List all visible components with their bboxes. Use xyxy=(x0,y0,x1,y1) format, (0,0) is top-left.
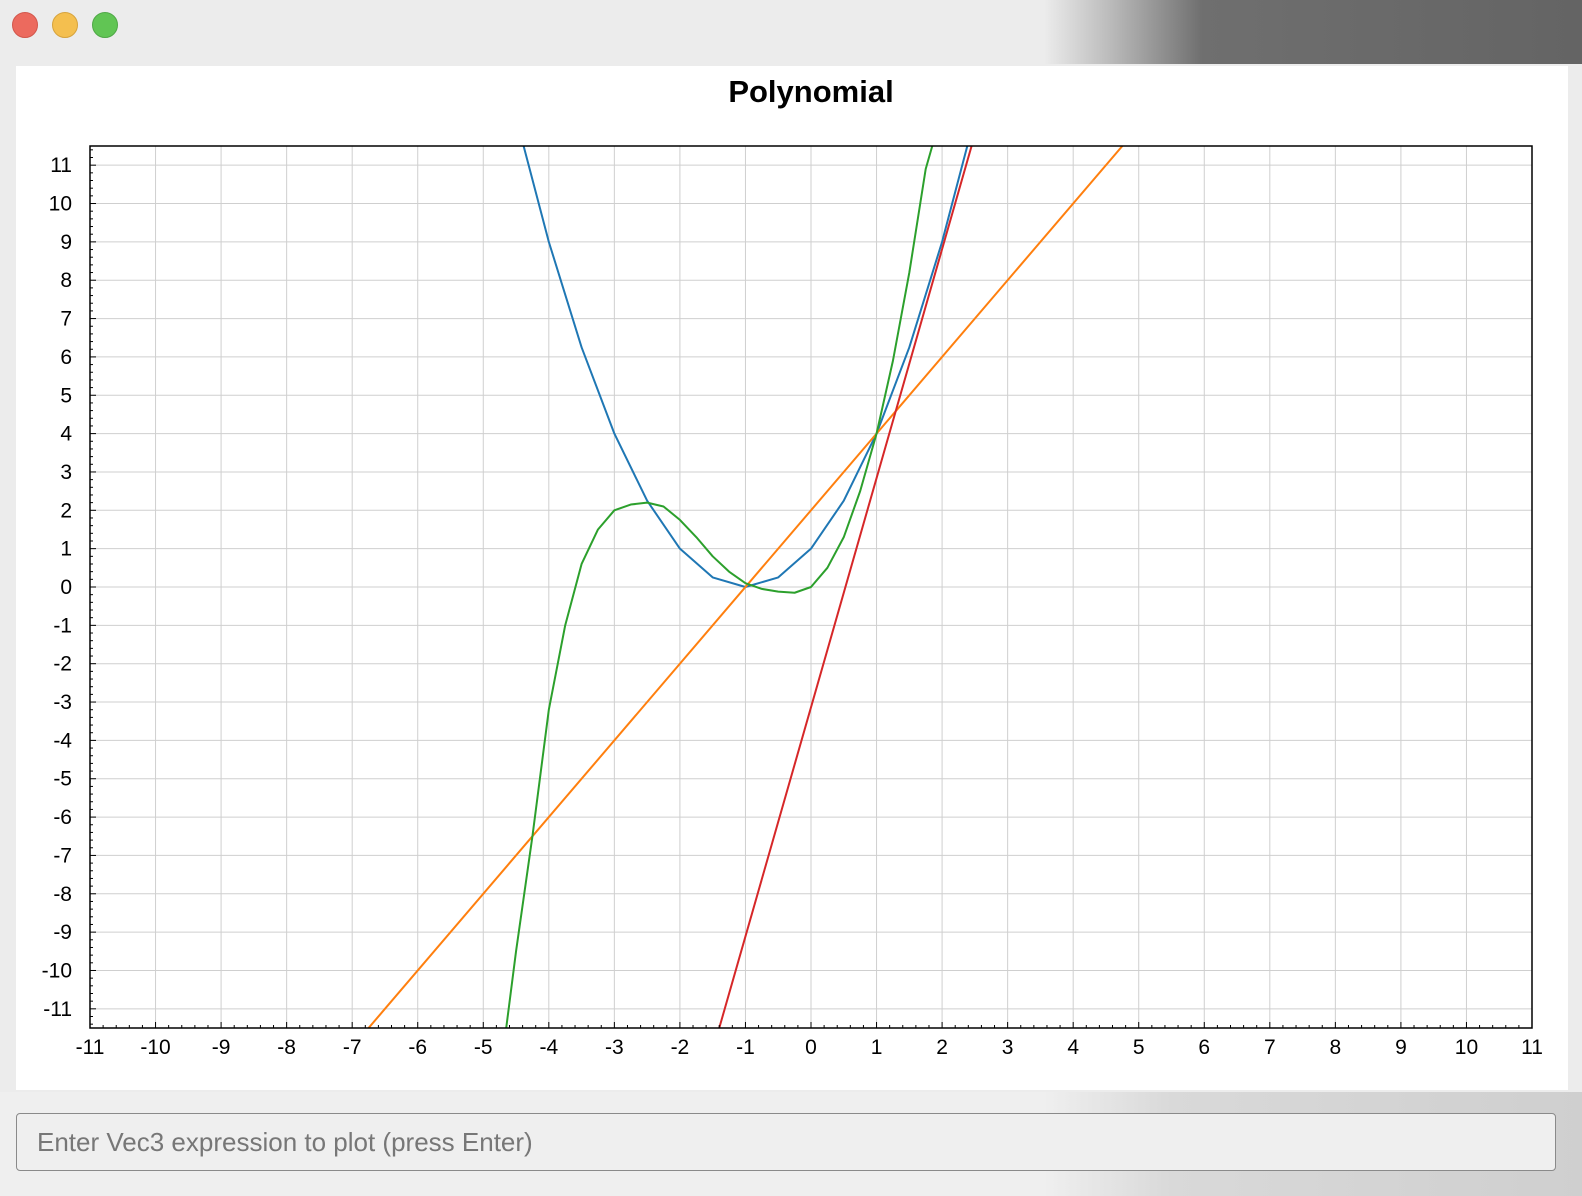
plot-panel: Polynomial -11 -10 -9 -8 -7 -6 -5 -4 -3 -2 -1 0 1 2 3 4… xyxy=(16,66,1568,1090)
y-tick-label: 8 xyxy=(60,269,72,292)
y-tick-label: 0 xyxy=(60,576,72,599)
minimize-window-button[interactable] xyxy=(52,12,78,38)
y-tick-label: 1 xyxy=(60,538,72,561)
y-tick-label: 2 xyxy=(60,499,72,522)
y-tick-label: 3 xyxy=(60,461,72,484)
y-tick-label: 11 xyxy=(50,154,72,177)
x-tick-label: 1 xyxy=(871,1036,883,1059)
zoom-window-button[interactable] xyxy=(92,12,118,38)
y-tick-label: -11 xyxy=(43,998,72,1021)
series-line-3 xyxy=(505,146,934,1028)
x-tick-label: 7 xyxy=(1264,1036,1276,1059)
plot-series xyxy=(367,146,1124,1028)
polynomial-chart[interactable]: Polynomial -11 -10 -9 -8 -7 -6 -5 -4 -3 -2 -1 0 1 2 3 4… xyxy=(16,66,1568,1090)
x-tick-label: -8 xyxy=(277,1036,296,1059)
x-tick-label: -7 xyxy=(343,1036,362,1059)
x-tick-label: -3 xyxy=(605,1036,624,1059)
x-tick-label: 3 xyxy=(1002,1036,1014,1059)
y-tick-label: -8 xyxy=(53,883,72,906)
y-tick-label: -7 xyxy=(53,844,72,867)
series-line-4 xyxy=(718,146,973,1028)
x-tick-label: 8 xyxy=(1330,1036,1342,1059)
x-tick-label: 5 xyxy=(1133,1036,1145,1059)
y-tick-label: -5 xyxy=(53,768,72,791)
x-tick-label: 4 xyxy=(1067,1036,1079,1059)
x-tick-label: -9 xyxy=(212,1036,231,1059)
y-tick-label: -2 xyxy=(53,653,72,676)
series-line-2 xyxy=(367,146,1124,1028)
x-tick-label: -5 xyxy=(474,1036,493,1059)
x-tick-label: -10 xyxy=(140,1036,170,1059)
axes: -11 -10 -9 -8 -7 -6 -5 -4 -3 -2 -1 0 1 2 3 4 5 6 7 8 9 10 1111… xyxy=(42,145,1543,1059)
expression-input[interactable] xyxy=(16,1113,1556,1171)
x-tick-label: 6 xyxy=(1198,1036,1210,1059)
close-window-button[interactable] xyxy=(12,12,38,38)
y-tick-label: -10 xyxy=(42,959,72,982)
x-tick-label: -6 xyxy=(408,1036,427,1059)
y-tick-label: 5 xyxy=(60,384,72,407)
chart-title: Polynomial xyxy=(728,74,893,109)
x-tick-label: 11 xyxy=(1521,1036,1543,1059)
y-tick-label: -1 xyxy=(53,614,72,637)
x-tick-label: -11 xyxy=(76,1036,105,1059)
x-tick-label: -2 xyxy=(671,1036,690,1059)
y-tick-label: -6 xyxy=(53,806,72,829)
x-tick-label: 10 xyxy=(1455,1036,1478,1059)
x-tick-label: -4 xyxy=(539,1036,558,1059)
y-tick-label: 9 xyxy=(60,231,72,254)
window-titlebar xyxy=(0,0,1582,64)
x-tick-label: -1 xyxy=(736,1036,755,1059)
y-tick-label: 4 xyxy=(60,423,72,446)
y-tick-label: -4 xyxy=(53,729,72,752)
y-tick-label: 7 xyxy=(60,308,72,331)
y-tick-label: 10 xyxy=(49,193,72,216)
y-tick-label: -9 xyxy=(53,921,72,944)
y-tick-label: 6 xyxy=(60,346,72,369)
x-tick-label: 9 xyxy=(1395,1036,1407,1059)
y-tick-label: -3 xyxy=(53,691,72,714)
x-tick-label: 0 xyxy=(805,1036,817,1059)
x-tick-label: 2 xyxy=(936,1036,948,1059)
